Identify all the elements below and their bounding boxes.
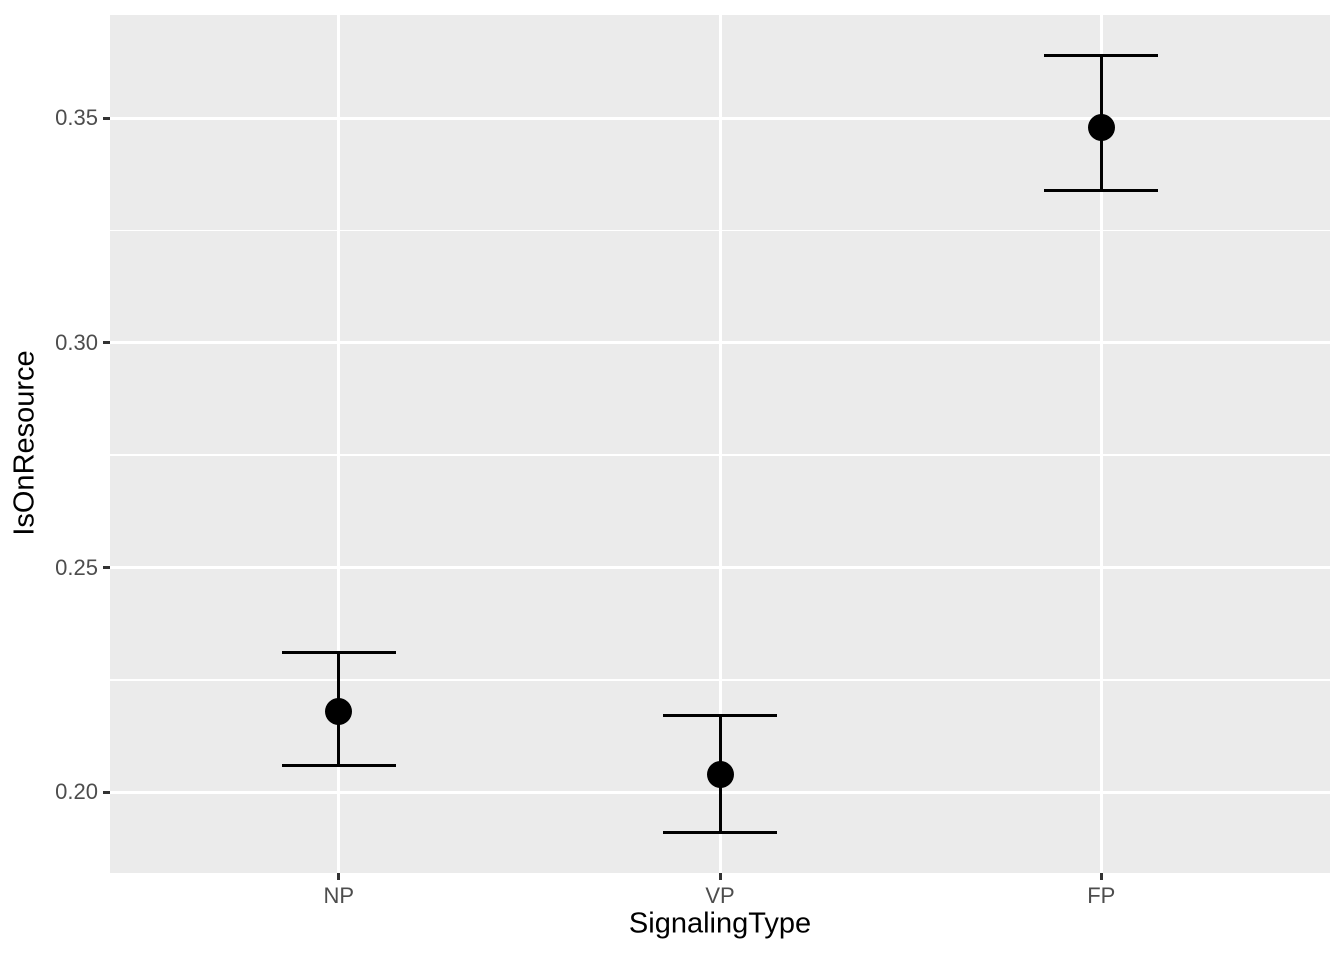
data-point-NP [325, 697, 353, 725]
data-point-FP [1087, 113, 1115, 141]
x-tick-label: NP [323, 883, 355, 908]
y-tick-label: 0.30 [55, 329, 98, 355]
errorbar-top-cap-VP [663, 714, 777, 718]
y-tick-mark [103, 790, 110, 794]
x-tick-mark [1099, 873, 1103, 880]
errorbar-top-cap-FP [1044, 53, 1159, 57]
x-axis-title: SignalingType [628, 907, 812, 940]
data-point-VP [706, 760, 734, 788]
y-tick-mark [103, 116, 110, 120]
x-major-gridline [718, 15, 722, 873]
x-tick-label: VP [705, 883, 735, 908]
x-tick-label: FP [1087, 883, 1116, 908]
x-tick-mark [718, 873, 722, 880]
errorbar-bottom-cap-NP [281, 763, 396, 767]
y-tick-mark [103, 566, 110, 570]
x-major-gridline [337, 15, 341, 873]
errorbar-top-cap-NP [281, 651, 396, 655]
x-major-gridline [1099, 15, 1103, 873]
x-tick-mark [337, 873, 341, 880]
errorbar-bottom-cap-FP [1044, 188, 1159, 192]
y-tick-label: 0.20 [55, 779, 98, 805]
y-axis-title: IsOnResource [8, 350, 41, 536]
y-tick-label: 0.35 [55, 105, 98, 131]
y-tick-label: 0.25 [55, 554, 98, 580]
y-tick-mark [103, 341, 110, 345]
errorbar-bottom-cap-VP [663, 831, 777, 835]
